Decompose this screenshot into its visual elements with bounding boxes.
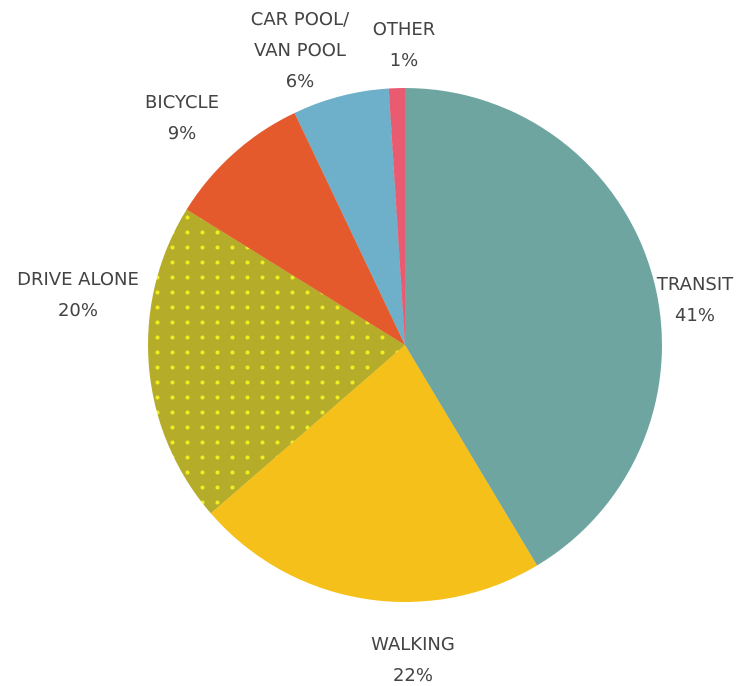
pie-slice <box>405 88 662 566</box>
value-label: 9% <box>168 123 197 144</box>
value-label: 22% <box>393 665 433 686</box>
pie-slice <box>210 345 538 602</box>
category-label: WALKING <box>371 634 455 655</box>
category-label: BICYCLE <box>145 92 219 113</box>
pie-slice <box>148 209 405 514</box>
category-label: DRIVE ALONE <box>17 269 139 290</box>
pie-slice <box>186 112 405 345</box>
category-label: TRANSIT <box>656 274 734 295</box>
value-label: 41% <box>675 305 715 326</box>
pie-slice <box>294 88 405 345</box>
value-label: 6% <box>286 71 315 92</box>
pie-slice <box>388 88 405 345</box>
value-label: 20% <box>58 300 98 321</box>
category-label: OTHER <box>373 19 436 40</box>
value-label: 1% <box>390 50 419 71</box>
category-label: CAR POOL/VAN POOL <box>251 9 350 61</box>
